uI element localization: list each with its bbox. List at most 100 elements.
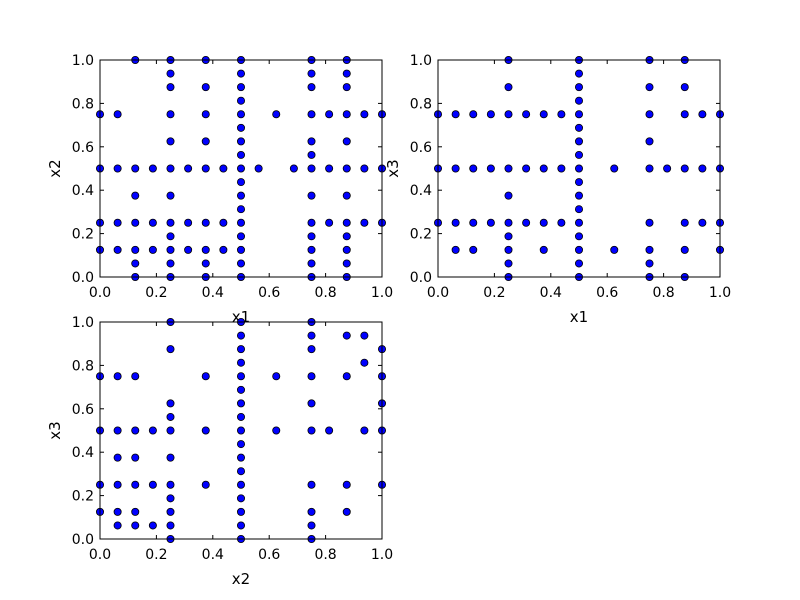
point bbox=[236, 440, 245, 449]
point bbox=[166, 232, 175, 241]
point bbox=[166, 480, 175, 489]
point bbox=[201, 137, 210, 146]
point bbox=[289, 164, 298, 173]
point bbox=[307, 191, 316, 200]
point bbox=[201, 164, 210, 173]
point bbox=[166, 69, 175, 78]
point bbox=[504, 232, 513, 241]
plot-frame bbox=[99, 321, 383, 540]
x-tick-label: 1.0 bbox=[371, 547, 393, 563]
point bbox=[131, 191, 140, 200]
point bbox=[504, 191, 513, 200]
x-tick-label: 0.0 bbox=[427, 285, 449, 301]
point bbox=[272, 110, 281, 119]
point bbox=[557, 110, 566, 119]
point bbox=[131, 453, 140, 462]
point bbox=[148, 245, 157, 254]
point bbox=[236, 245, 245, 254]
point bbox=[307, 164, 316, 173]
y-tick-label: 1.0 bbox=[72, 53, 94, 69]
point bbox=[307, 480, 316, 489]
point bbox=[325, 426, 334, 435]
point bbox=[557, 218, 566, 227]
point bbox=[307, 83, 316, 92]
point bbox=[575, 164, 584, 173]
point bbox=[325, 110, 334, 119]
point bbox=[148, 480, 157, 489]
point bbox=[236, 521, 245, 530]
point bbox=[201, 426, 210, 435]
point bbox=[166, 164, 175, 173]
point bbox=[166, 494, 175, 503]
point bbox=[325, 164, 334, 173]
x-tick-label: 0.0 bbox=[89, 285, 111, 301]
point bbox=[166, 191, 175, 200]
y-tick-label: 0.4 bbox=[410, 183, 432, 199]
point bbox=[236, 164, 245, 173]
point bbox=[236, 453, 245, 462]
point bbox=[539, 110, 548, 119]
point bbox=[148, 164, 157, 173]
point bbox=[342, 480, 351, 489]
point bbox=[342, 372, 351, 381]
point bbox=[236, 205, 245, 214]
point bbox=[236, 110, 245, 119]
point bbox=[575, 218, 584, 227]
x-tick-label: 0.4 bbox=[540, 285, 562, 301]
point bbox=[342, 232, 351, 241]
point bbox=[469, 110, 478, 119]
point bbox=[131, 507, 140, 516]
point bbox=[451, 164, 460, 173]
x-tick-label: 0.4 bbox=[202, 547, 224, 563]
point bbox=[645, 110, 654, 119]
point bbox=[504, 83, 513, 92]
point bbox=[166, 521, 175, 530]
point bbox=[522, 164, 531, 173]
y-tick-label: 0.2 bbox=[72, 489, 94, 505]
y-tick-label: 0.8 bbox=[72, 96, 94, 112]
point bbox=[575, 123, 584, 132]
point bbox=[113, 110, 122, 119]
point bbox=[575, 191, 584, 200]
point bbox=[504, 110, 513, 119]
y-tick-label: 0.6 bbox=[72, 402, 94, 418]
point bbox=[166, 345, 175, 354]
point bbox=[113, 372, 122, 381]
point bbox=[236, 480, 245, 489]
y-tick-label: 0.6 bbox=[410, 140, 432, 156]
point bbox=[342, 83, 351, 92]
y-tick-label: 0.0 bbox=[72, 270, 94, 286]
point bbox=[342, 245, 351, 254]
x-tick-label: 0.8 bbox=[314, 547, 336, 563]
point bbox=[113, 164, 122, 173]
point bbox=[469, 218, 478, 227]
point bbox=[236, 69, 245, 78]
point bbox=[148, 521, 157, 530]
point bbox=[342, 218, 351, 227]
point bbox=[113, 426, 122, 435]
y-tick-label: 0.2 bbox=[72, 227, 94, 243]
point bbox=[342, 69, 351, 78]
point bbox=[307, 372, 316, 381]
x-tick-label: 0.6 bbox=[258, 547, 280, 563]
point bbox=[575, 205, 584, 214]
point bbox=[539, 245, 548, 254]
point bbox=[113, 453, 122, 462]
point bbox=[557, 164, 566, 173]
point bbox=[201, 218, 210, 227]
point bbox=[307, 331, 316, 340]
point bbox=[148, 426, 157, 435]
point bbox=[272, 372, 281, 381]
point bbox=[451, 245, 460, 254]
point bbox=[236, 232, 245, 241]
point bbox=[504, 218, 513, 227]
point bbox=[236, 218, 245, 227]
point bbox=[236, 507, 245, 516]
point bbox=[254, 164, 263, 173]
y-axis-label: x3 bbox=[384, 159, 402, 177]
point bbox=[360, 110, 369, 119]
y-tick-label: 0.4 bbox=[72, 183, 94, 199]
point bbox=[307, 426, 316, 435]
point bbox=[236, 345, 245, 354]
